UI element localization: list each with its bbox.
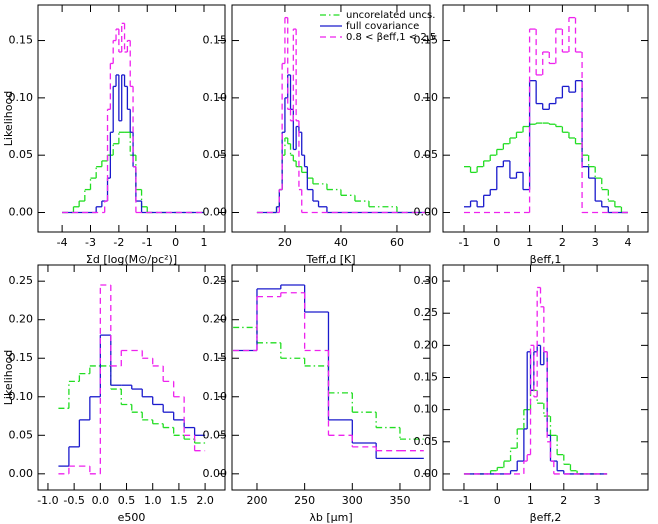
x-tick-label: 20 bbox=[278, 236, 292, 249]
x-tick-label: 2 bbox=[560, 494, 567, 507]
x-axis-label: e500 bbox=[118, 511, 146, 524]
legend-label: full covariance bbox=[346, 21, 419, 32]
x-axis-label: Σd [log(M⊙/pc²)] bbox=[86, 253, 177, 266]
y-tick-label: 0.10 bbox=[203, 390, 228, 403]
plot-frame bbox=[37, 4, 226, 233]
x-tick-label: -2 bbox=[113, 236, 124, 249]
series bbox=[463, 16, 628, 214]
y-tick-label: 0.25 bbox=[414, 306, 439, 319]
y-tick-label: 0.05 bbox=[414, 148, 439, 161]
y-tick-label: 0.05 bbox=[203, 148, 228, 161]
series bbox=[463, 389, 608, 475]
x-tick-label: 3 bbox=[594, 494, 601, 507]
y-tick-label: 0.05 bbox=[203, 428, 228, 441]
x-tick-label: 4 bbox=[624, 236, 631, 249]
series bbox=[62, 22, 205, 214]
x-tick-label: 300 bbox=[342, 494, 363, 507]
plot-frame bbox=[37, 264, 226, 491]
y-tick-label: 0.10 bbox=[414, 91, 439, 104]
y-tick-label: 0.10 bbox=[9, 91, 34, 104]
x-tick-label: 0.0 bbox=[92, 494, 110, 507]
plot-frame bbox=[231, 4, 431, 233]
x-tick-label: 200 bbox=[246, 494, 267, 507]
y-tick-label: 0.15 bbox=[414, 34, 439, 47]
y-tick-label: 0.00 bbox=[9, 467, 34, 480]
plot-frame bbox=[442, 264, 649, 491]
y-axis-label: Likelihood bbox=[2, 350, 15, 405]
y-tick-label: 0.00 bbox=[9, 206, 34, 219]
y-tick-label: 0.05 bbox=[9, 148, 34, 161]
y-tick-label: 0.20 bbox=[203, 313, 228, 326]
y-tick-label: 0.30 bbox=[414, 274, 439, 287]
y-tick-label: 0.00 bbox=[414, 467, 439, 480]
y-tick-label: 0.10 bbox=[414, 403, 439, 416]
y-tick-label: 0.25 bbox=[9, 274, 34, 287]
x-tick-label: -3 bbox=[85, 236, 96, 249]
x-tick-label: 1 bbox=[526, 236, 533, 249]
x-tick-label: 3 bbox=[592, 236, 599, 249]
series bbox=[463, 286, 608, 475]
x-tick-label: -0.5 bbox=[63, 494, 84, 507]
x-tick-label: 0 bbox=[172, 236, 179, 249]
x-tick-label: -1 bbox=[458, 494, 469, 507]
x-axis-label: βeff,1 bbox=[530, 253, 562, 266]
series bbox=[463, 122, 628, 214]
y-tick-label: 0.15 bbox=[9, 34, 34, 47]
x-tick-label: 2 bbox=[559, 236, 566, 249]
plot-frame bbox=[231, 264, 431, 491]
series bbox=[62, 74, 205, 214]
y-tick-label: 0.15 bbox=[203, 34, 228, 47]
y-tick-label: 0.15 bbox=[9, 351, 34, 364]
series bbox=[256, 16, 425, 214]
y-tick-label: 0.15 bbox=[414, 371, 439, 384]
y-tick-label: 0.10 bbox=[203, 91, 228, 104]
x-tick-label: -1 bbox=[142, 236, 153, 249]
x-tick-label: 0.5 bbox=[118, 494, 136, 507]
y-tick-label: 0.00 bbox=[203, 467, 228, 480]
y-axis-label: Likelihood bbox=[2, 91, 15, 146]
y-tick-label: 0.00 bbox=[414, 206, 439, 219]
plot-frame bbox=[442, 4, 649, 233]
series bbox=[58, 284, 206, 475]
series bbox=[233, 292, 424, 452]
x-tick-label: 2.0 bbox=[196, 494, 214, 507]
x-axis-label: Teff,d [K] bbox=[306, 253, 356, 266]
x-tick-label: 40 bbox=[334, 236, 348, 249]
legend-label: 0.8 < βeff,1 < 2.5 bbox=[346, 32, 436, 43]
x-tick-label: 1 bbox=[201, 236, 208, 249]
x-tick-label: 60 bbox=[390, 236, 404, 249]
x-tick-label: 0 bbox=[493, 236, 500, 249]
series bbox=[463, 344, 608, 475]
x-tick-label: 250 bbox=[294, 494, 315, 507]
x-axis-label: βeff,2 bbox=[530, 511, 562, 524]
x-tick-label: 1.0 bbox=[144, 494, 162, 507]
x-tick-label: -1 bbox=[459, 236, 470, 249]
series bbox=[58, 334, 206, 467]
y-tick-label: 0.00 bbox=[203, 206, 228, 219]
x-tick-label: -4 bbox=[57, 236, 68, 249]
x-tick-label: 350 bbox=[389, 494, 410, 507]
x-tick-label: 0 bbox=[494, 494, 501, 507]
legend-label: uncorelated uncs. bbox=[346, 10, 435, 21]
y-tick-label: 0.20 bbox=[414, 338, 439, 351]
y-tick-label: 0.05 bbox=[9, 428, 34, 441]
x-tick-label: -1.0 bbox=[37, 494, 58, 507]
x-tick-label: 1.5 bbox=[170, 494, 188, 507]
y-tick-label: 0.05 bbox=[414, 435, 439, 448]
x-axis-label: λb [μm] bbox=[309, 511, 352, 524]
series bbox=[463, 80, 628, 214]
y-tick-label: 0.20 bbox=[9, 313, 34, 326]
y-tick-label: 0.10 bbox=[9, 390, 34, 403]
y-tick-label: 0.15 bbox=[203, 351, 228, 364]
y-tick-label: 0.25 bbox=[203, 274, 228, 287]
series bbox=[58, 365, 206, 444]
x-tick-label: 1 bbox=[527, 494, 534, 507]
